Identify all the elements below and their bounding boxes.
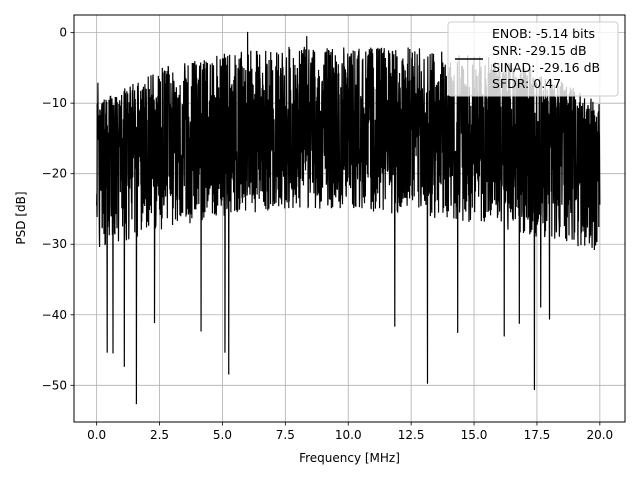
x-tick-label: 10.0 [335, 428, 362, 442]
y-axis-label: PSD [dB] [14, 191, 28, 244]
x-tick-label: 15.0 [461, 428, 488, 442]
spike-point [518, 322, 520, 324]
y-tick-label: −20 [42, 167, 67, 181]
x-tick-label: 2.5 [150, 428, 169, 442]
spike-point [503, 335, 505, 337]
plot-frame [73, 14, 626, 423]
legend-box [447, 21, 619, 97]
x-axis-label: Frequency [MHz] [299, 451, 400, 465]
x-tick-label: 7.5 [276, 428, 295, 442]
y-tick-label: −40 [42, 308, 67, 322]
spike-point [426, 382, 429, 384]
x-tick-label: 0.0 [87, 428, 106, 442]
spike-point [224, 351, 226, 353]
legend-sinad: SINAD: -29.16 dB [492, 60, 600, 75]
legend-enob: ENOB: -5.14 bits [492, 26, 595, 41]
y-axis-ticks: 0 −10 −20 −30 −40 −50 [42, 26, 74, 392]
psd-line [96, 31, 601, 404]
psd-series [96, 31, 601, 405]
spike-point [394, 325, 396, 327]
y-tick-label: 0 [59, 26, 67, 40]
y-tick-label: −30 [42, 237, 67, 251]
spike-point [135, 403, 137, 405]
x-tick-label: 12.5 [398, 428, 425, 442]
spike-point [540, 306, 542, 308]
y-tick-label: −50 [42, 378, 67, 392]
spike-point [123, 365, 125, 367]
x-tick-label: 20.0 [586, 428, 613, 442]
spike-point [153, 321, 156, 324]
x-axis-ticks: 0.0 2.5 5.0 7.5 10.0 12.5 15.0 17.5 20.0 [87, 422, 613, 442]
spike-point [533, 388, 536, 391]
spike-point [106, 351, 108, 353]
spike-point [200, 330, 202, 332]
spike-point [112, 352, 114, 354]
legend-sfdr: SFDR: 0.47 [492, 76, 561, 91]
spike-point [228, 373, 230, 375]
legend-snr: SNR: -29.15 dB [492, 43, 587, 58]
spike-point [457, 331, 459, 334]
spike-point [548, 318, 551, 320]
legend: ENOB: -5.14 bits SNR: -29.15 dB SINAD: -… [447, 21, 619, 97]
x-tick-label: 5.0 [213, 428, 232, 442]
y-tick-label: −10 [42, 96, 67, 110]
x-tick-label: 17.5 [524, 428, 551, 442]
